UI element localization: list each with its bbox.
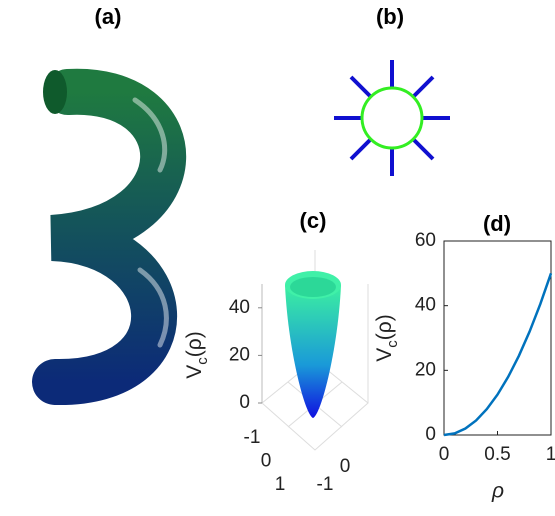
x-tick-label: 1	[546, 444, 555, 465]
x-axis-label: ρ	[491, 480, 504, 503]
label-part: (ρ)	[373, 314, 396, 340]
label-part: (ρ)	[183, 331, 206, 357]
x-tick-label: -1	[244, 427, 261, 448]
y-tick-label: 60	[415, 230, 436, 251]
panel-title: (c)	[300, 208, 327, 233]
label-part: V	[373, 348, 396, 362]
y-tick-label: 0	[425, 424, 436, 445]
y-tick-label: 40	[415, 295, 436, 316]
x-tick-label: 0	[439, 444, 450, 465]
x-tick-label: 1	[275, 474, 286, 495]
label-part: V	[183, 365, 206, 379]
z-tick-label: 20	[229, 344, 250, 365]
helix-tube	[52, 92, 163, 382]
y-tick-label: -1	[317, 474, 334, 495]
x-tick-label: 0.5	[484, 444, 510, 465]
z-tick-label: 40	[229, 297, 250, 318]
panel-label: (b)	[376, 4, 404, 29]
panel-title: (d)	[483, 211, 511, 236]
line	[444, 273, 551, 435]
figure: (a) (b) (c)Vc(ρ)02040-101-10(d)020406000…	[0, 0, 555, 511]
panel-label: (a)	[95, 4, 122, 29]
axes-box	[444, 241, 551, 435]
surface-inner	[290, 277, 336, 297]
y-axis-label: Vc(ρ)	[373, 314, 402, 361]
surface	[285, 285, 341, 418]
ring	[362, 88, 422, 148]
x-tick-label: 0	[261, 451, 272, 472]
y-tick-label: 0	[340, 456, 351, 477]
y-axis-label: Vc(ρ)	[183, 331, 212, 378]
z-tick-label: 0	[239, 392, 250, 413]
tube-end	[43, 70, 67, 114]
y-tick-label: 20	[415, 359, 436, 380]
